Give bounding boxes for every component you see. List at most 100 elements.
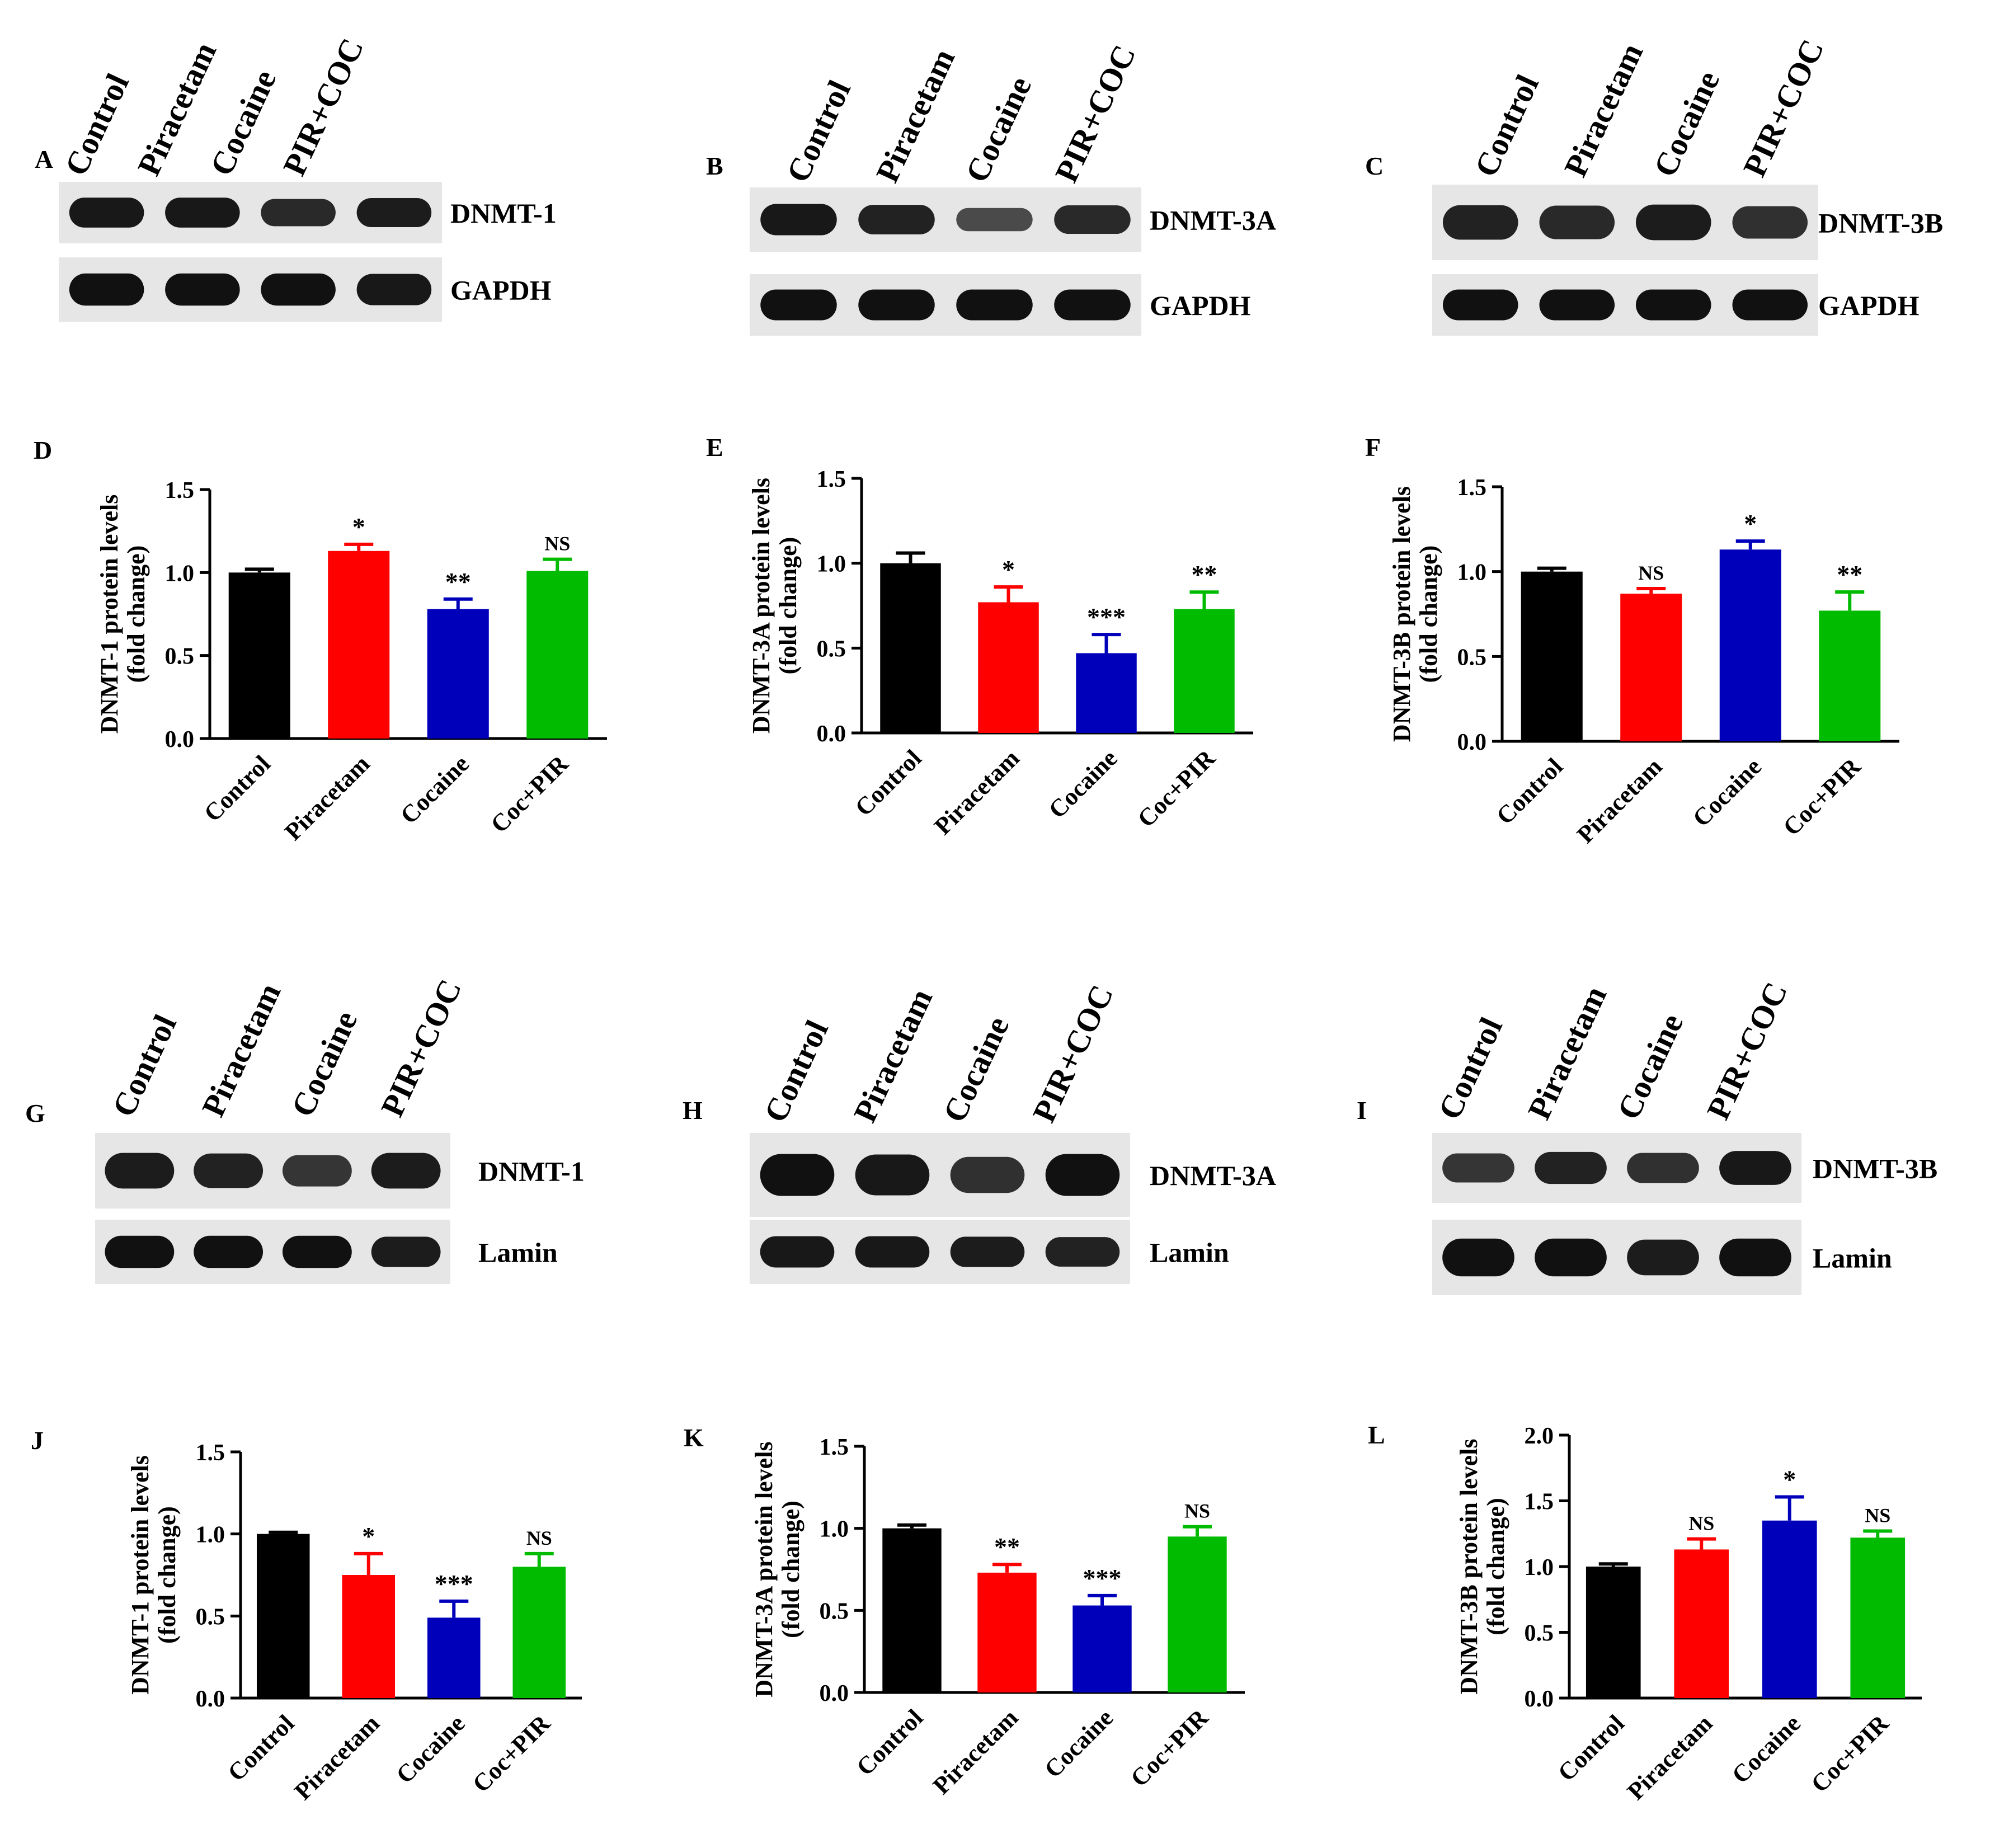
bar: [882, 1528, 942, 1692]
blot-row-label: DNMT-1: [478, 1156, 585, 1187]
bar: [880, 563, 941, 733]
y-axis-label: (fold change): [774, 537, 802, 675]
significance-label: **: [1192, 560, 1217, 589]
bar: [328, 551, 390, 739]
protein-band: [1719, 1238, 1791, 1277]
panel-letter: B: [706, 152, 723, 180]
bar: [1076, 653, 1137, 733]
y-tick-label: 0.5: [817, 636, 846, 662]
protein-band: [1045, 1237, 1120, 1267]
lane-label: PIR+COC: [276, 33, 371, 181]
protein-band: [1054, 289, 1131, 321]
x-tick-label: Cocaine: [1039, 1704, 1118, 1783]
y-tick-label: 0.0: [1457, 730, 1487, 755]
y-axis-label: (fold change): [153, 1506, 181, 1644]
lane-label: Cocaine: [958, 71, 1038, 188]
lane-label: Piracetam: [1521, 980, 1613, 1125]
blot-row-label: DNMT-3B: [1813, 1153, 1937, 1184]
y-tick-label: 0.0: [165, 727, 195, 753]
bar: [1586, 1567, 1641, 1698]
protein-band: [858, 205, 935, 234]
bar: [1762, 1520, 1817, 1698]
protein-band: [1635, 204, 1711, 241]
blot-row-label: Lamin: [1150, 1237, 1229, 1268]
lane-label: Piracetam: [1557, 37, 1650, 182]
protein-band: [1442, 289, 1518, 321]
panel-letter: G: [25, 1099, 45, 1127]
x-tick-label: Cocaine: [1726, 1709, 1806, 1789]
bar: [1819, 610, 1881, 741]
significance-label: *: [362, 1522, 375, 1550]
x-tick-label: Coc+PIR: [1125, 1704, 1214, 1793]
panel-letter: D: [34, 436, 52, 464]
protein-band: [282, 1235, 352, 1268]
y-tick-label: 1.0: [1525, 1555, 1554, 1581]
x-tick-label: Control: [1491, 753, 1568, 830]
significance-label: NS: [526, 1527, 552, 1549]
bar: [526, 571, 589, 739]
bar-chart-l: L 0.0 0.5 1.0 1.5 2.0 DNMT-3B protein levels (f…: [1368, 1421, 1922, 1805]
protein-band: [1635, 289, 1711, 321]
protein-band: [282, 1155, 352, 1187]
bar: [978, 602, 1039, 733]
protein-band: [69, 273, 144, 306]
y-tick-label: 1.0: [817, 552, 846, 577]
x-tick-label: Piracetam: [1572, 753, 1667, 848]
y-tick-label: 0.0: [1525, 1686, 1554, 1712]
y-axis-label: DNMT-1 protein levels: [126, 1455, 154, 1695]
lane-label: Piracetam: [846, 983, 939, 1127]
blot-row-label: DNMT-1: [450, 198, 557, 229]
panel-letter: E: [706, 433, 723, 462]
x-tick-label: Control: [199, 750, 276, 827]
protein-band: [261, 199, 336, 227]
bar-chart-k: K 0.0 0.5 1.0 1.5 DNMT-3A protein levels (fold…: [684, 1423, 1245, 1800]
bar: [1719, 549, 1781, 741]
y-tick-label: 1.5: [1457, 475, 1487, 501]
lane-label: Control: [1431, 1012, 1509, 1125]
y-tick-label: 1.0: [196, 1522, 225, 1548]
protein-band: [858, 289, 935, 321]
significance-label: NS: [1184, 1500, 1210, 1522]
panel-letter: C: [1365, 152, 1384, 180]
protein-band: [855, 1154, 930, 1196]
bar: [1174, 609, 1235, 733]
protein-band: [1732, 206, 1808, 239]
y-tick-label: 1.0: [165, 561, 195, 586]
significance-label: *: [1783, 1465, 1796, 1493]
lane-label: Control: [105, 1009, 184, 1122]
lane-label: Cocaine: [1646, 65, 1726, 182]
y-tick-label: 0.0: [820, 1681, 849, 1706]
panel-letter: I: [1357, 1096, 1367, 1125]
protein-band: [956, 208, 1033, 232]
protein-band: [165, 198, 240, 228]
bar: [427, 1617, 481, 1698]
bar: [1620, 594, 1682, 741]
protein-band: [956, 289, 1033, 321]
protein-band: [371, 1153, 441, 1189]
bar: [1072, 1605, 1132, 1692]
y-tick-label: 1.0: [820, 1517, 849, 1543]
bar-chart-e: E 0.0 0.5 1.0 1.5 DNMT-3A protein levels (fold…: [706, 433, 1253, 840]
x-tick-label: Control: [850, 744, 927, 821]
y-tick-label: 0.0: [817, 721, 846, 747]
lane-label: PIR+COC: [374, 974, 469, 1122]
lane-label: Piracetam: [195, 977, 288, 1122]
blot-row-label: DNMT-3A: [1150, 1160, 1276, 1191]
protein-band: [1054, 205, 1131, 234]
significance-label: NS: [1688, 1512, 1714, 1535]
panel-letter: K: [684, 1423, 704, 1452]
protein-band: [194, 1153, 264, 1188]
y-axis-label: DNMT-3B protein levels: [1455, 1438, 1483, 1694]
y-tick-label: 1.0: [1457, 560, 1487, 586]
panel-letter: A: [35, 145, 53, 173]
blot-row-label: DNMT-3B: [1818, 208, 1943, 239]
y-tick-label: 1.5: [820, 1435, 849, 1460]
significance-label: ***: [1087, 603, 1126, 631]
x-tick-label: Control: [223, 1709, 300, 1786]
blot-row-label: GAPDH: [1150, 290, 1251, 321]
blot-row-label: GAPDH: [450, 275, 552, 306]
y-tick-label: 2.0: [1525, 1423, 1554, 1449]
